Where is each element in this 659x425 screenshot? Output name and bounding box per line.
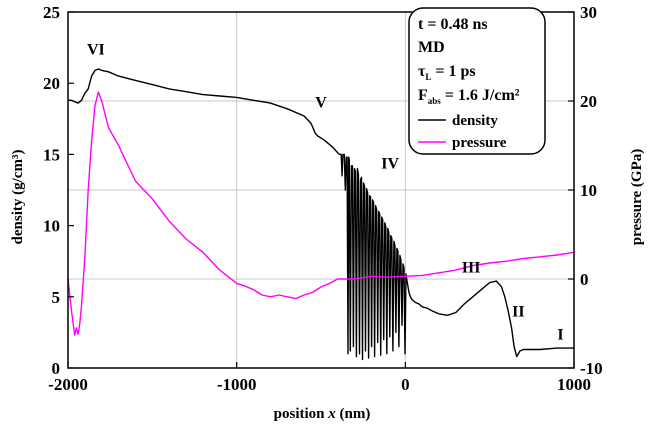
x-axis-label-unit: (nm) bbox=[340, 406, 371, 422]
series-line-pressure bbox=[67, 91, 575, 336]
y-right-tick-label: 10 bbox=[580, 181, 597, 200]
y-left-tick-label: 0 bbox=[52, 359, 61, 378]
pulse-duration-label: τL = 1 ps bbox=[418, 63, 476, 82]
annotation-label: V bbox=[315, 94, 327, 111]
x-axis-label: position x (nm) bbox=[274, 406, 371, 422]
y-axis-label-right: pressure (GPa) bbox=[629, 149, 645, 246]
x-axis-label-prefix: position bbox=[274, 406, 326, 422]
y-right-tick-label: -10 bbox=[580, 359, 603, 378]
annotation-label: III bbox=[462, 260, 481, 277]
series-line-density bbox=[68, 68, 574, 361]
fluence-label: Fabs = 1.6 J/cm² bbox=[418, 87, 520, 106]
grid-lines bbox=[68, 12, 574, 368]
y-axis-label-left: density (g/cm³) bbox=[10, 150, 26, 245]
annotation-label: I bbox=[557, 327, 563, 344]
y-left-tick-label: 10 bbox=[43, 217, 60, 236]
y-right-tick-label: 30 bbox=[580, 3, 597, 22]
legend-box: t = 0.48 ns MD τL = 1 ps Fabs = 1.6 J/cm… bbox=[408, 7, 546, 155]
y-right-tick-label: 20 bbox=[580, 92, 597, 111]
series-layer bbox=[67, 68, 575, 361]
y-left-tick-label: 20 bbox=[43, 74, 60, 93]
x-tick-label: 1000 bbox=[557, 375, 591, 394]
x-tick-label: -2000 bbox=[48, 375, 88, 394]
legend-label-pressure: pressure bbox=[452, 135, 507, 151]
legend-frame bbox=[408, 7, 546, 155]
x-axis-label-variable: x bbox=[327, 406, 336, 422]
tau-subscript: L bbox=[425, 72, 431, 82]
axis-ticks: -2000 -1000 0 1000 0 5 10 15 20 25 -10 0 10 20 30 bbox=[43, 3, 603, 394]
legend-label-density: density bbox=[452, 113, 498, 129]
y-right-tick-label: 0 bbox=[580, 270, 589, 289]
annotation-label: VI bbox=[87, 42, 105, 59]
y-left-tick-label: 5 bbox=[52, 288, 61, 307]
fluence-subscript: abs bbox=[428, 96, 442, 106]
method-label: MD bbox=[418, 39, 445, 56]
tau-value: = 1 ps bbox=[431, 63, 475, 80]
x-tick-label: -1000 bbox=[217, 375, 257, 394]
y-left-tick-label: 15 bbox=[43, 145, 60, 164]
y-left-tick-label: 25 bbox=[43, 3, 60, 22]
fluence-value: = 1.6 J/cm² bbox=[441, 87, 520, 104]
fluence-symbol: F bbox=[418, 87, 428, 104]
x-tick-label: 0 bbox=[401, 375, 410, 394]
annotation-label: IV bbox=[381, 156, 399, 173]
time-label: t = 0.48 ns bbox=[418, 16, 488, 33]
annotation-label: II bbox=[512, 304, 524, 321]
tau-symbol: τ bbox=[418, 63, 426, 80]
